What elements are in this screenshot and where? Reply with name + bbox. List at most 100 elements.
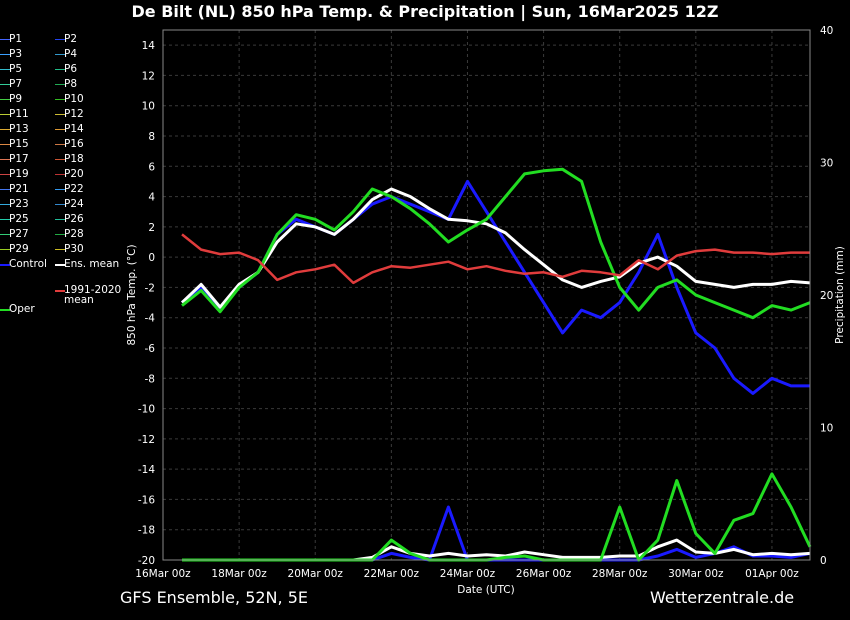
y2-tick-label: 20 bbox=[820, 290, 833, 302]
legend-label: P16 bbox=[64, 138, 84, 150]
legend-swatch bbox=[0, 234, 10, 235]
x-axis-label: Date (UTC) bbox=[457, 584, 514, 596]
temp-line-oper bbox=[181, 167, 811, 320]
legend-swatch bbox=[55, 234, 65, 235]
axes: -20-18-16-14-12-10-8-6-4-20246810121416M… bbox=[135, 25, 833, 580]
legend-swatch bbox=[55, 144, 65, 145]
legend-swatch bbox=[55, 219, 65, 220]
legend-label: P1 bbox=[9, 33, 23, 45]
y-tick-label: 14 bbox=[142, 40, 156, 52]
legend-label: P11 bbox=[9, 108, 29, 120]
y-tick-label: -14 bbox=[138, 464, 155, 476]
legend-swatch bbox=[55, 159, 65, 160]
highlight-lines bbox=[180, 167, 812, 562]
x-tick-label: 28Mar 00z bbox=[592, 568, 648, 580]
y2-tick-label: 40 bbox=[820, 25, 833, 37]
y-tick-label: -20 bbox=[138, 555, 155, 567]
legend-label: P13 bbox=[9, 123, 29, 135]
legend-swatch bbox=[0, 204, 10, 205]
legend-label: P28 bbox=[64, 228, 84, 240]
legend-label: P23 bbox=[9, 198, 29, 210]
legend-label: P5 bbox=[9, 63, 23, 75]
legend-swatch bbox=[0, 144, 10, 145]
y-axis-label: 850 hPa Temp. (°C) bbox=[126, 244, 138, 345]
legend-label: P25 bbox=[9, 213, 29, 225]
x-tick-label: 16Mar 00z bbox=[135, 568, 191, 580]
y-tick-label: -4 bbox=[145, 313, 156, 325]
legend-label: P3 bbox=[9, 48, 23, 60]
legend-swatch bbox=[0, 99, 10, 100]
legend-label: P18 bbox=[64, 153, 84, 165]
legend-swatch bbox=[55, 249, 65, 250]
model-info: GFS Ensemble, 52N, 5E bbox=[120, 588, 308, 607]
y-tick-label: -10 bbox=[138, 404, 155, 416]
temp-line-ens_mean bbox=[180, 187, 811, 309]
y-tick-label: 4 bbox=[148, 192, 155, 204]
x-tick-label: 22Mar 00z bbox=[364, 568, 420, 580]
legend-swatch bbox=[0, 219, 10, 220]
x-tick-label: 01Apr 00z bbox=[745, 568, 799, 580]
y-tick-label: -6 bbox=[145, 343, 156, 355]
source-credit: Wetterzentrale.de bbox=[650, 588, 795, 607]
legend-swatch bbox=[0, 159, 10, 160]
legend-swatch bbox=[0, 249, 10, 250]
y-tick-label: 0 bbox=[148, 252, 155, 264]
y2-axis-label: Precipitation (mm) bbox=[834, 246, 846, 344]
y-tick-label: 6 bbox=[148, 161, 155, 173]
legend-label: P20 bbox=[64, 168, 84, 180]
legend-label: P30 bbox=[64, 243, 84, 255]
legend-label: P22 bbox=[64, 183, 84, 195]
legend-swatch bbox=[55, 39, 65, 40]
legend-label: P4 bbox=[64, 48, 78, 60]
legend-label: P27 bbox=[9, 228, 29, 240]
grid-lines bbox=[162, 30, 810, 561]
y-tick-label: 12 bbox=[142, 70, 155, 82]
legend-swatch bbox=[55, 54, 65, 55]
legend-swatch bbox=[0, 129, 10, 130]
legend-swatch bbox=[55, 189, 65, 190]
legend-label: P19 bbox=[9, 168, 29, 180]
legend-swatch bbox=[0, 54, 10, 55]
y2-tick-label: 10 bbox=[820, 423, 833, 435]
legend-label: P10 bbox=[64, 93, 84, 105]
legend-label: 1991-2020 bbox=[64, 283, 122, 296]
y-tick-label: -8 bbox=[145, 373, 155, 385]
legend-label: Ens. mean bbox=[64, 258, 120, 270]
x-tick-label: 30Mar 00z bbox=[668, 568, 724, 580]
y2-tick-label: 0 bbox=[820, 555, 827, 567]
legend-label: P21 bbox=[9, 183, 29, 195]
legend-swatch bbox=[0, 84, 10, 85]
plot-frame bbox=[162, 29, 811, 561]
legend-swatch bbox=[55, 204, 65, 205]
y2-tick-label: 30 bbox=[820, 158, 833, 170]
legend-label: P7 bbox=[9, 78, 23, 90]
legend-swatch bbox=[55, 129, 65, 130]
legend-swatch bbox=[0, 114, 10, 115]
legend-swatch bbox=[55, 84, 65, 85]
y-tick-label: -18 bbox=[138, 525, 155, 537]
y-tick-label: -12 bbox=[138, 434, 155, 446]
legend-label: P15 bbox=[9, 138, 29, 150]
precip-line-oper bbox=[182, 472, 812, 562]
legend-label: P9 bbox=[9, 93, 23, 105]
legend-label: Control bbox=[9, 258, 47, 270]
legend-item-climate-mean-line2: mean bbox=[64, 294, 94, 306]
legend-label: P26 bbox=[64, 213, 84, 225]
legend-label: P29 bbox=[9, 243, 29, 255]
legend-label: P6 bbox=[64, 63, 78, 75]
x-tick-label: 20Mar 00z bbox=[288, 568, 344, 580]
chart-title: De Bilt (NL) 850 hPa Temp. & Precipitati… bbox=[131, 2, 719, 21]
legend-swatch bbox=[0, 174, 10, 175]
y-tick-label: 2 bbox=[148, 222, 155, 234]
legend-swatch bbox=[55, 174, 65, 175]
legend-label: P24 bbox=[64, 198, 84, 210]
legend-swatch bbox=[0, 264, 10, 266]
legend-label: P2 bbox=[64, 33, 78, 45]
y-tick-label: 10 bbox=[142, 101, 155, 113]
legend-swatch bbox=[55, 264, 65, 266]
x-tick-label: 18Mar 00z bbox=[211, 568, 267, 580]
x-tick-label: 24Mar 00z bbox=[440, 568, 496, 580]
legend-label: P12 bbox=[64, 108, 84, 120]
legend-label: P17 bbox=[9, 153, 29, 165]
